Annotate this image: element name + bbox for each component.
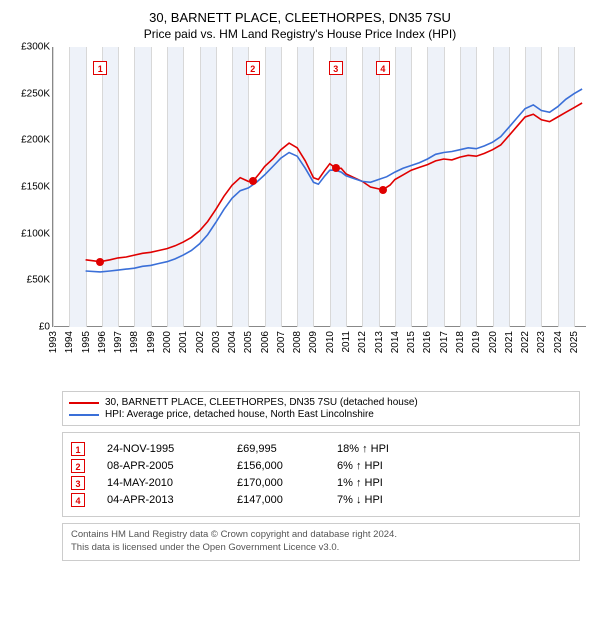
x-tick-label: 2010 xyxy=(325,331,336,353)
sale-dot xyxy=(332,164,340,172)
x-tick-label: 2014 xyxy=(390,331,401,353)
sale-date: 24-NOV-1995 xyxy=(107,443,237,455)
y-tick-label: £50K xyxy=(27,275,50,286)
legend-label: 30, BARNETT PLACE, CLEETHORPES, DN35 7SU… xyxy=(105,397,418,408)
x-tick-label: 2003 xyxy=(211,331,222,353)
sale-index-box: 1 xyxy=(71,442,85,456)
sale-marker-box: 2 xyxy=(246,61,260,75)
sale-date: 04-APR-2013 xyxy=(107,494,237,506)
legend-item: HPI: Average price, detached house, Nort… xyxy=(69,409,573,420)
sale-row: 1 24-NOV-1995£69,99518% ↑ HPI xyxy=(71,442,571,456)
x-tick-label: 1997 xyxy=(113,331,124,353)
x-tick-label: 1996 xyxy=(97,331,108,353)
sale-date: 14-MAY-2010 xyxy=(107,477,237,489)
x-tick-label: 2007 xyxy=(276,331,287,353)
legend-item: 30, BARNETT PLACE, CLEETHORPES, DN35 7SU… xyxy=(69,397,573,408)
sale-delta: 1% ↑ HPI xyxy=(337,477,447,489)
x-tick-label: 2006 xyxy=(260,331,271,353)
x-tick-label: 2004 xyxy=(227,331,238,353)
x-tick-label: 2024 xyxy=(553,331,564,353)
y-tick-label: £100K xyxy=(21,228,50,239)
x-tick-label: 2018 xyxy=(455,331,466,353)
x-tick-label: 1999 xyxy=(146,331,157,353)
x-axis: 1993199419951996199719981999200020012002… xyxy=(52,327,586,357)
x-tick-label: 2021 xyxy=(504,331,515,353)
title-main: 30, BARNETT PLACE, CLEETHORPES, DN35 7SU xyxy=(10,10,590,25)
x-tick-label: 2008 xyxy=(292,331,303,353)
sale-price: £170,000 xyxy=(237,477,337,489)
sale-row: 2 08-APR-2005£156,0006% ↑ HPI xyxy=(71,459,571,473)
sale-marker-box: 4 xyxy=(376,61,390,75)
sale-row: 3 14-MAY-2010£170,0001% ↑ HPI xyxy=(71,476,571,490)
x-tick-label: 2012 xyxy=(357,331,368,353)
sales-table: 1 24-NOV-1995£69,99518% ↑ HPI 2 08-APR-2005… xyxy=(62,432,580,517)
sale-marker-box: 1 xyxy=(93,61,107,75)
sale-dot xyxy=(379,186,387,194)
x-tick-label: 2013 xyxy=(374,331,385,353)
sale-dot xyxy=(249,177,257,185)
x-tick-label: 2000 xyxy=(162,331,173,353)
x-tick-label: 1995 xyxy=(81,331,92,353)
x-tick-label: 2016 xyxy=(422,331,433,353)
sale-delta: 6% ↑ HPI xyxy=(337,460,447,472)
line-svg xyxy=(53,47,587,327)
series-hpi xyxy=(86,89,582,272)
sale-date: 08-APR-2005 xyxy=(107,460,237,472)
x-tick-label: 2017 xyxy=(439,331,450,353)
y-tick-label: £250K xyxy=(21,88,50,99)
sale-price: £69,995 xyxy=(237,443,337,455)
title-block: 30, BARNETT PLACE, CLEETHORPES, DN35 7SU… xyxy=(10,10,590,41)
footer-line1: Contains HM Land Registry data © Crown c… xyxy=(71,529,571,542)
footer-line2: This data is licensed under the Open Gov… xyxy=(71,542,571,555)
sale-dot xyxy=(96,258,104,266)
y-tick-label: £200K xyxy=(21,135,50,146)
sale-row: 4 04-APR-2013£147,0007% ↓ HPI xyxy=(71,493,571,507)
x-tick-label: 2015 xyxy=(406,331,417,353)
sale-marker-box: 3 xyxy=(329,61,343,75)
sale-delta: 7% ↓ HPI xyxy=(337,494,447,506)
y-tick-label: £150K xyxy=(21,182,50,193)
title-sub: Price paid vs. HM Land Registry's House … xyxy=(10,27,590,41)
legend: 30, BARNETT PLACE, CLEETHORPES, DN35 7SU… xyxy=(62,391,580,426)
x-tick-label: 2020 xyxy=(488,331,499,353)
sale-index-box: 2 xyxy=(71,459,85,473)
x-tick-label: 2023 xyxy=(536,331,547,353)
x-tick-label: 2002 xyxy=(195,331,206,353)
y-axis: £0£50K£100K£150K£200K£250K£300K xyxy=(10,47,52,327)
plot-area: 1 2 3 4 xyxy=(52,47,586,327)
legend-swatch xyxy=(69,414,99,416)
x-tick-label: 1993 xyxy=(48,331,59,353)
sale-price: £147,000 xyxy=(237,494,337,506)
x-tick-label: 1998 xyxy=(129,331,140,353)
x-tick-label: 2011 xyxy=(341,331,352,353)
x-tick-label: 2005 xyxy=(243,331,254,353)
sale-index-box: 4 xyxy=(71,493,85,507)
legend-label: HPI: Average price, detached house, Nort… xyxy=(105,409,374,420)
footer: Contains HM Land Registry data © Crown c… xyxy=(62,523,580,561)
chart-container: 30, BARNETT PLACE, CLEETHORPES, DN35 7SU… xyxy=(0,0,600,569)
sale-price: £156,000 xyxy=(237,460,337,472)
sale-delta: 18% ↑ HPI xyxy=(337,443,447,455)
series-price_paid xyxy=(86,103,582,262)
x-tick-label: 2022 xyxy=(520,331,531,353)
x-tick-label: 2001 xyxy=(178,331,189,353)
x-tick-label: 1994 xyxy=(64,331,75,353)
legend-swatch xyxy=(69,402,99,404)
y-tick-label: £300K xyxy=(21,42,50,53)
x-tick-label: 2019 xyxy=(471,331,482,353)
chart-area: £0£50K£100K£150K£200K£250K£300K 1234 199… xyxy=(10,47,590,357)
x-tick-label: 2025 xyxy=(569,331,580,353)
sale-index-box: 3 xyxy=(71,476,85,490)
x-tick-label: 2009 xyxy=(308,331,319,353)
